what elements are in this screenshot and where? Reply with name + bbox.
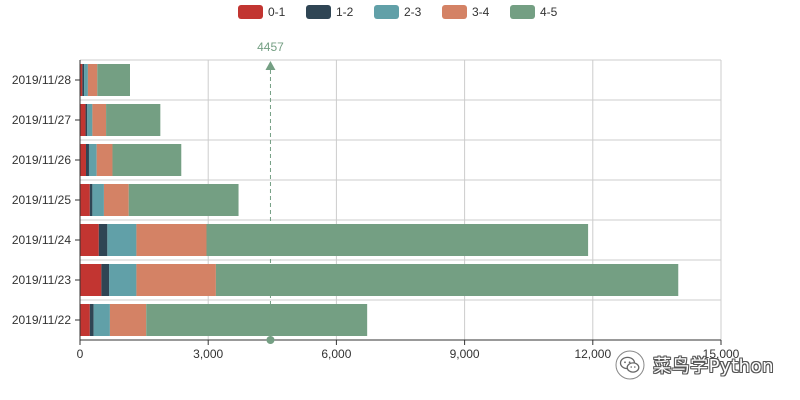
legend-label: 3-4 xyxy=(472,5,490,19)
bar-segment-2-3-2019/11/27 xyxy=(87,104,93,136)
bar-segment-1-2-2019/11/24 xyxy=(98,224,108,256)
legend-label: 1-2 xyxy=(336,5,354,19)
bar-segment-3-4-2019/11/27 xyxy=(92,104,107,136)
bar-segment-0-1-2019/11/25 xyxy=(80,184,90,216)
bar-segment-0-1-2019/11/27 xyxy=(80,104,86,136)
bar-segment-0-1-2019/11/23 xyxy=(80,264,102,296)
bar-segment-3-4-2019/11/25 xyxy=(103,184,129,216)
bar-segment-4-5-2019/11/22 xyxy=(146,304,368,336)
bar-segment-3-4-2019/11/26 xyxy=(96,144,113,176)
legend-swatch xyxy=(306,5,331,19)
wechat-icon xyxy=(615,350,645,380)
bar-segment-4-5-2019/11/26 xyxy=(112,144,182,176)
watermark-text: 菜鸟学Python xyxy=(653,356,774,377)
bar-segment-4-5-2019/11/27 xyxy=(106,104,161,136)
bar-segment-3-4-2019/11/23 xyxy=(136,264,216,296)
bars xyxy=(80,64,679,336)
axes: 2019/11/22 2019/11/23 2019/11/24 2019/11/25… xyxy=(12,60,740,361)
bar-segment-4-5-2019/11/24 xyxy=(206,224,589,256)
bar-segment-4-5-2019/11/25 xyxy=(128,184,239,216)
bar-segment-2-3-2019/11/23 xyxy=(109,264,137,296)
y-tick-label: 2019/11/23 xyxy=(12,273,71,287)
y-tick-label: 2019/11/28 xyxy=(12,73,71,87)
legend-swatch xyxy=(238,5,263,19)
mark-line-start-dot xyxy=(266,336,275,344)
legend-swatch xyxy=(374,5,399,19)
bar-segment-1-2-2019/11/27 xyxy=(85,104,88,136)
bar-segment-4-5-2019/11/23 xyxy=(215,264,679,296)
bar-segment-4-5-2019/11/28 xyxy=(97,64,130,96)
x-tick-label: 9,000 xyxy=(450,347,480,361)
mark-line-label: 4457 xyxy=(257,40,284,54)
y-tick-label: 2019/11/24 xyxy=(12,233,71,247)
average-mark-line: 4457 xyxy=(257,40,284,344)
bar-segment-3-4-2019/11/22 xyxy=(109,304,147,336)
watermark: 菜鸟学Python xyxy=(615,350,774,380)
bar-segment-1-2-2019/11/22 xyxy=(89,304,94,336)
legend-item-2-3[interactable]: 2-3 xyxy=(374,5,422,19)
bar-segment-1-2-2019/11/26 xyxy=(85,144,89,176)
bar-segment-3-4-2019/11/24 xyxy=(136,224,207,256)
bar-segment-2-3-2019/11/24 xyxy=(107,224,137,256)
y-tick-label: 2019/11/27 xyxy=(12,113,71,127)
legend-item-0-1[interactable]: 0-1 xyxy=(238,5,286,19)
x-tick-label: 3,000 xyxy=(193,347,223,361)
bar-segment-1-2-2019/11/23 xyxy=(101,264,110,296)
legend-item-1-2[interactable]: 1-2 xyxy=(306,5,354,19)
bar-segment-0-1-2019/11/28 xyxy=(80,64,83,96)
bar-segment-0-1-2019/11/22 xyxy=(80,304,90,336)
mark-line-arrow xyxy=(265,61,276,70)
x-tick-label: 6,000 xyxy=(321,347,351,361)
legend: 0-1 1-2 2-3 3-4 4-5 xyxy=(238,5,558,19)
bar-segment-1-2-2019/11/25 xyxy=(89,184,93,216)
legend-swatch xyxy=(510,5,535,19)
y-tick-label: 2019/11/22 xyxy=(12,313,71,327)
bar-segment-3-4-2019/11/28 xyxy=(87,64,98,96)
bar-segment-0-1-2019/11/24 xyxy=(80,224,99,256)
x-tick-label: 0 xyxy=(77,347,84,361)
y-tick-label: 2019/11/26 xyxy=(12,153,71,167)
x-tick-label: 12,000 xyxy=(574,347,611,361)
legend-swatch xyxy=(442,5,467,19)
bar-segment-1-2-2019/11/28 xyxy=(82,64,85,96)
bar-segment-0-1-2019/11/26 xyxy=(80,144,86,176)
legend-item-3-4[interactable]: 3-4 xyxy=(442,5,490,19)
legend-label: 2-3 xyxy=(404,5,422,19)
y-tick-label: 2019/11/25 xyxy=(12,193,71,207)
legend-item-4-5[interactable]: 4-5 xyxy=(510,5,558,19)
bar-segment-2-3-2019/11/28 xyxy=(84,64,88,96)
bar-segment-2-3-2019/11/22 xyxy=(93,304,110,336)
x-tick-label: 15,000 xyxy=(703,347,740,361)
legend-label: 0-1 xyxy=(268,5,286,19)
legend-label: 4-5 xyxy=(540,5,558,19)
bar-segment-2-3-2019/11/25 xyxy=(92,184,104,216)
bar-segment-2-3-2019/11/26 xyxy=(88,144,97,176)
